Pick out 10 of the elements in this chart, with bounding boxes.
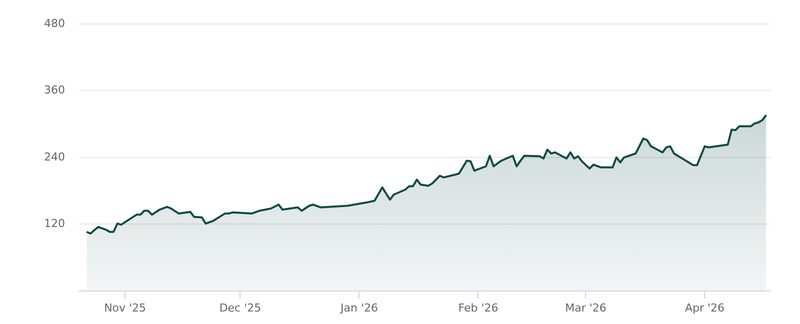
x-tick-label: Nov '25 [104, 301, 146, 314]
x-tick-label: Mar '26 [565, 301, 606, 314]
y-tick-label: 480 [44, 16, 65, 30]
y-tick-label: 360 [44, 84, 65, 97]
x-tick-label: Dec '25 [219, 301, 262, 314]
x-tick-label: Jan '26 [339, 301, 378, 314]
y-tick-label: 120 [44, 216, 65, 230]
y-tick-label: 240 [44, 150, 65, 164]
x-tick-label: Apr '26 [684, 301, 725, 314]
x-tick-label: Feb '26 [458, 301, 498, 314]
